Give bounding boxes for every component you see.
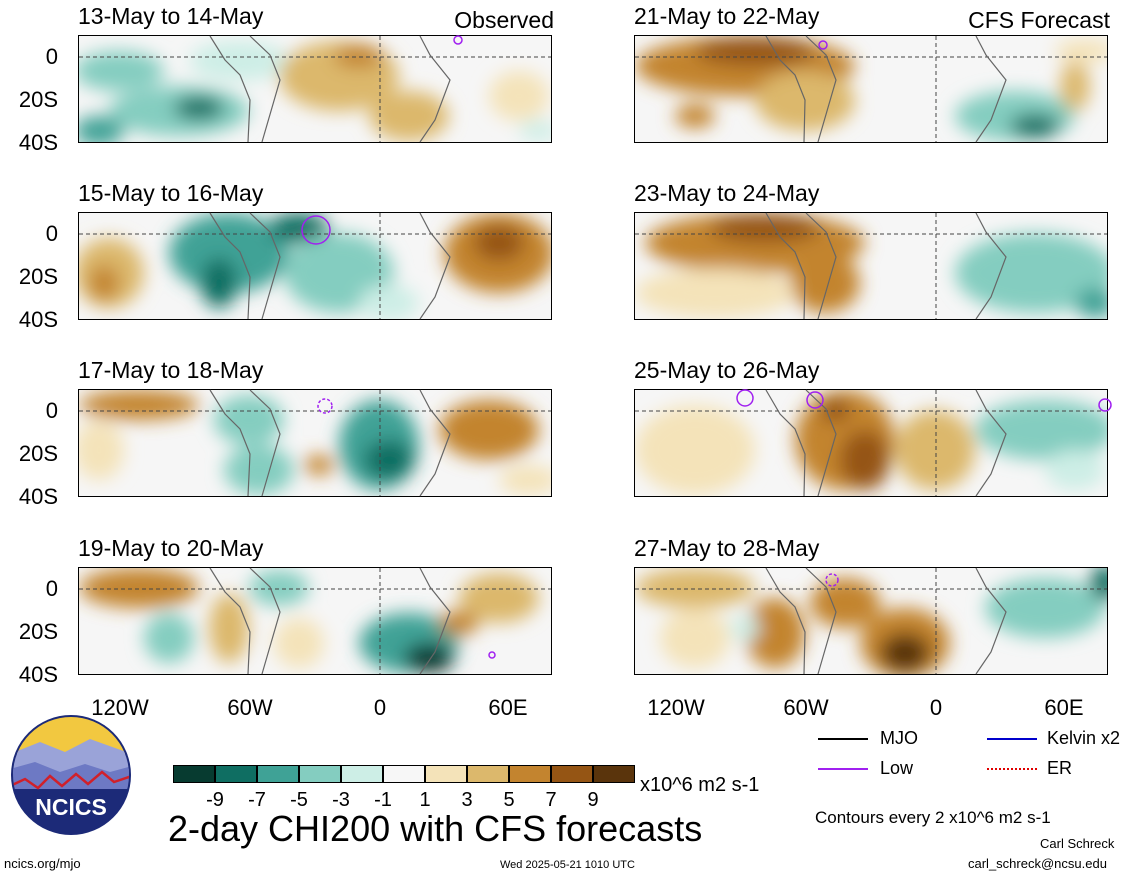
colorbar-label: 3: [461, 789, 473, 811]
legend-label-kelvin: Kelvin x2: [1047, 728, 1121, 748]
legend-label-er: ER: [1047, 758, 1073, 778]
legend-line-mjo: [818, 738, 868, 740]
colorbar-label: 9: [587, 789, 599, 811]
ncics-logo: NCICS: [10, 714, 132, 836]
footer-author: Carl Schreck: [1040, 836, 1115, 851]
panel-title-4: 23-May to 24-May: [634, 180, 820, 206]
x-label-60e: 60E: [488, 695, 528, 720]
y-label-20s: 20S: [18, 619, 58, 644]
legend-line-kelvin: [987, 738, 1037, 740]
y-label-0: 0: [45, 44, 58, 69]
footer-timestamp: Wed 2025-05-21 1010 UTC: [500, 859, 635, 871]
y-label-40s: 40S: [18, 307, 58, 332]
main-title: 2-day CHI200 with CFS forecasts: [168, 808, 703, 849]
panel-title-2: 21-May to 22-May: [634, 3, 820, 29]
x-label-0: 0: [929, 695, 943, 720]
y-label-40s: 40S: [18, 662, 58, 687]
legend-line-low: [818, 768, 868, 770]
colorbar-box-4: [299, 765, 341, 783]
x-label-120w: 120W: [647, 695, 705, 720]
map-panel-15-16-may: [78, 212, 552, 320]
colorbar-box-10: [551, 765, 593, 783]
colorbar-box-6: [383, 765, 425, 783]
legend-line-er: [987, 768, 1037, 770]
colorbar-label: -5: [290, 789, 308, 811]
map-panel-27-28-may: [634, 567, 1108, 675]
colorbar-label: 1: [419, 789, 431, 811]
y-label-40s: 40S: [18, 130, 58, 155]
colorbar-box-9: [509, 765, 551, 783]
panel-title-8: 27-May to 28-May: [634, 535, 820, 561]
panel-title-1: 13-May to 14-May: [78, 3, 264, 29]
colorbar-units: x10^6 m2 s-1: [640, 774, 760, 796]
colorbar-label: -1: [374, 789, 392, 811]
colorbar-label: 5: [503, 789, 515, 811]
panel-title-5: 17-May to 18-May: [78, 357, 264, 383]
colorbar-box-8: [467, 765, 509, 783]
y-label-20s: 20S: [18, 264, 58, 289]
y-label-20s: 20S: [18, 87, 58, 112]
legend-label-low: Low: [880, 758, 914, 778]
colorbar-box-7: [425, 765, 467, 783]
map-panel-17-18-may: [78, 389, 552, 497]
x-label-0: 0: [373, 695, 387, 720]
colorbar-label: -7: [248, 789, 266, 811]
footer-email[interactable]: carl_schreck@ncsu.edu: [968, 856, 1107, 871]
map-panel-19-20-may: [78, 567, 552, 675]
map-panel-21-22-may: [634, 35, 1108, 143]
x-label-120w: 120W: [91, 695, 149, 720]
y-label-40s: 40S: [18, 484, 58, 509]
panel-title-3: 15-May to 16-May: [78, 180, 264, 206]
colorbar-label: -9: [206, 789, 224, 811]
colorbar-box-5: [341, 765, 383, 783]
colorbar-box-1: [173, 765, 215, 783]
x-label-60w: 60W: [227, 695, 273, 720]
y-label-0: 0: [45, 398, 58, 423]
footer-url[interactable]: ncics.org/mjo: [4, 856, 81, 871]
map-panel-23-24-may: [634, 212, 1108, 320]
panel-title-7: 19-May to 20-May: [78, 535, 264, 561]
map-panel-25-26-may: [634, 389, 1108, 497]
logo-text: NCICS: [35, 794, 107, 820]
contours-note: Contours every 2 x10^6 m2 s-1: [815, 808, 1051, 827]
y-label-0: 0: [45, 221, 58, 246]
panel-tag-observed: Observed: [454, 7, 554, 33]
map-panel-13-14-may: [78, 35, 552, 143]
colorbar-box-2: [215, 765, 257, 783]
colorbar-label: 7: [545, 789, 557, 811]
y-label-0: 0: [45, 576, 58, 601]
panel-tag-forecast: CFS Forecast: [968, 7, 1110, 33]
colorbar-label: -3: [332, 789, 350, 811]
y-label-20s: 20S: [18, 441, 58, 466]
x-label-60w: 60W: [783, 695, 829, 720]
colorbar-box-11: [593, 765, 635, 783]
colorbar-box-3: [257, 765, 299, 783]
panel-title-6: 25-May to 26-May: [634, 357, 820, 383]
legend-label-mjo: MJO: [880, 728, 918, 748]
x-label-60e: 60E: [1044, 695, 1084, 720]
